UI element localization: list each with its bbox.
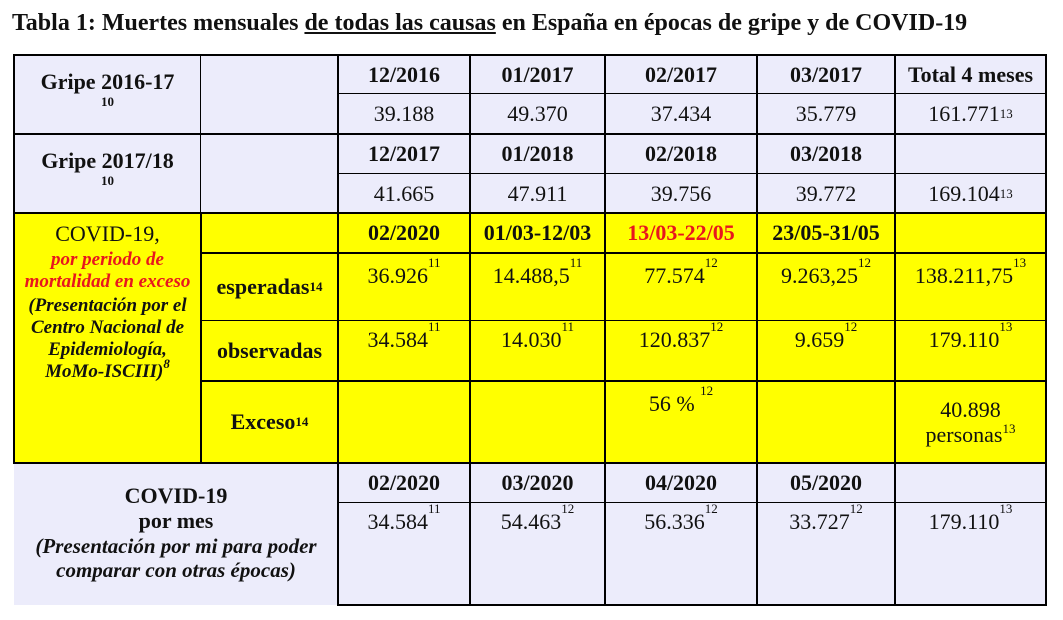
value-cell: 39.756	[605, 174, 757, 213]
value-cell: 54.463 12	[470, 502, 605, 605]
border-line	[894, 54, 896, 606]
total-cell: 179.110 13	[895, 320, 1046, 381]
row-label-observadas: observadas	[201, 321, 338, 381]
header-05-2020: 05/2020	[757, 463, 895, 503]
exceso-total-cell: 40.898 personas13	[895, 381, 1046, 463]
border-line	[1045, 54, 1047, 606]
empty-cell	[201, 55, 338, 134]
border-line	[13, 462, 1047, 464]
covid-label-line2: por periodo de mortalidad en exceso	[24, 249, 191, 293]
header-03-2020: 03/2020	[470, 463, 605, 503]
border-line	[200, 54, 201, 213]
covid-label-line1: COVID-19,	[55, 221, 160, 246]
row-label-covid-period: COVID-19, por periodo de mortalidad en e…	[14, 213, 201, 463]
table-title: Tabla 1: Muertes mensuales de todas las …	[12, 10, 968, 36]
header-02-2020-month: 02/2020	[338, 463, 470, 503]
border-line	[13, 54, 1047, 56]
header-13-03-22-05: 13/03-22/05	[605, 213, 757, 253]
value-cell: 39.772	[757, 174, 895, 213]
value-cell: 49.370	[470, 94, 605, 134]
row-label-gripe-2016-17: Gripe 2016-17 10	[14, 55, 201, 134]
border-line	[201, 252, 1047, 254]
value-cell: 56.336 12	[605, 502, 757, 605]
border-line	[201, 320, 1047, 321]
header-01-03-12-03: 01/03-12/03	[470, 213, 605, 253]
border-line	[13, 54, 15, 464]
value-cell: 47.911	[470, 174, 605, 213]
empty-cell	[470, 381, 605, 463]
border-line	[469, 54, 471, 606]
row-label-gripe-2017-18: Gripe 2017/18 10	[14, 134, 201, 213]
empty-cell	[338, 381, 470, 463]
value-cell: 9.263,25 12	[757, 253, 895, 321]
total-cell: 169.104 13	[895, 174, 1046, 213]
empty-cell	[757, 381, 895, 463]
empty-cell	[201, 213, 338, 253]
value-cell: 33.727 12	[757, 502, 895, 605]
border-line	[337, 54, 339, 606]
header-01-2018: 01/2018	[470, 134, 605, 174]
row-label-covid-month: COVID-19 por mes (Presentación por mi pa…	[14, 463, 338, 605]
value-cell: 14.030 11	[470, 320, 605, 381]
header-03-2017: 03/2017	[757, 55, 895, 94]
value-cell: 77.574 12	[605, 253, 757, 321]
exceso-pct-cell: 56 % 12	[605, 381, 757, 463]
header-12-2017: 12/2017	[338, 134, 470, 174]
total-cell: 161.771 13	[895, 94, 1046, 134]
covid-label-line3: (Presentación por el Centro Nacional de …	[28, 294, 187, 382]
header-02-2020: 02/2020	[338, 213, 470, 253]
border-line	[13, 212, 1047, 214]
value-cell: 37.434	[605, 94, 757, 134]
border-line	[604, 54, 606, 606]
border-line	[337, 173, 1047, 174]
value-cell: 14.488,5 11	[470, 253, 605, 321]
header-02-2018: 02/2018	[605, 134, 757, 174]
header-01-2017: 01/2017	[470, 55, 605, 94]
empty-header	[895, 134, 1046, 174]
covid-month-line2: por mes	[138, 508, 214, 534]
empty-cell	[201, 134, 338, 213]
value-cell: 39.188	[338, 94, 470, 134]
border-line	[13, 133, 1047, 135]
covid-month-line1: COVID-19	[124, 483, 228, 508]
total-cell: 179.110 13	[895, 502, 1046, 605]
total-cell: 138.211,75 13	[895, 253, 1046, 321]
header-02-2017: 02/2017	[605, 55, 757, 94]
value-cell: 35.779	[757, 94, 895, 134]
border-line	[201, 380, 1047, 382]
covid-month-line3: (Presentación por mi para poder comparar…	[35, 533, 317, 582]
border-line	[337, 93, 1047, 94]
value-cell: 41.665	[338, 174, 470, 213]
border-line	[756, 54, 758, 606]
header-total-4-meses: Total 4 meses	[895, 55, 1046, 94]
empty-header	[895, 463, 1046, 503]
value-cell: 36.926 11	[338, 253, 470, 321]
row-label-exceso: Exceso 14	[201, 381, 338, 463]
border-line	[337, 604, 1047, 606]
row-label-esperadas: esperadas 14	[201, 253, 338, 321]
value-cell: 120.837 12	[605, 320, 757, 381]
header-12-2016: 12/2016	[338, 55, 470, 94]
header-03-2018: 03/2018	[757, 134, 895, 174]
header-23-05-31-05: 23/05-31/05	[757, 213, 895, 253]
value-cell: 34.584 11	[338, 502, 470, 605]
border-line	[200, 212, 202, 464]
value-cell: 34.584 11	[338, 320, 470, 381]
empty-header	[895, 213, 1046, 253]
header-04-2020: 04/2020	[605, 463, 757, 503]
border-line	[337, 502, 1047, 503]
value-cell: 9.659 12	[757, 320, 895, 381]
